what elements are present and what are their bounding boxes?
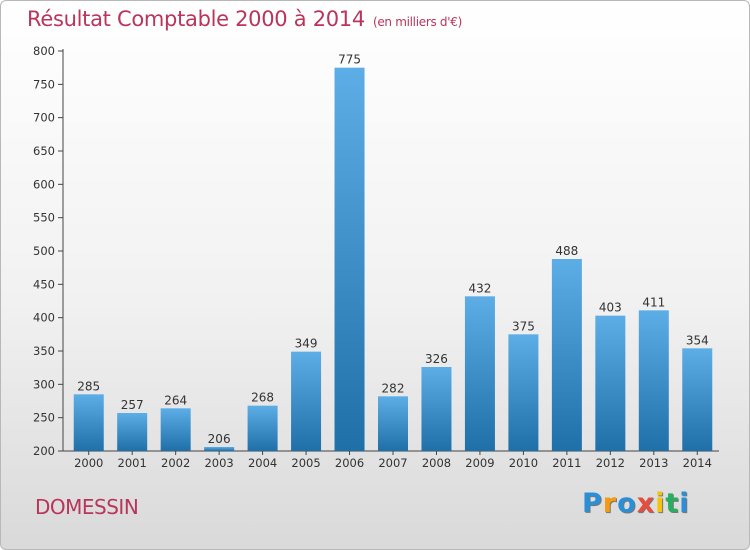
y-tick-label: 650	[33, 144, 55, 158]
y-tick-label: 200	[33, 444, 55, 458]
data-label-2002: 264	[164, 393, 187, 407]
y-tick-label: 700	[33, 111, 55, 125]
data-label-2001: 257	[121, 398, 144, 412]
y-tick-label: 250	[33, 411, 55, 425]
location-name: DOMESSIN	[35, 495, 139, 519]
y-tick-label: 450	[33, 277, 55, 291]
data-label-2008: 326	[425, 352, 448, 366]
bar-2001	[117, 413, 148, 451]
bar-2012	[595, 315, 626, 451]
logo-letter: x	[636, 488, 656, 519]
x-tick-label: 2001	[118, 456, 147, 470]
logo-letter: t	[665, 488, 680, 519]
logo-letter: r	[602, 488, 618, 519]
x-tick-label: 2009	[465, 456, 494, 470]
logo-letter: o	[617, 488, 637, 519]
x-tick-label: 2002	[161, 456, 190, 470]
x-tick-label: 2008	[422, 456, 451, 470]
y-tick-label: 300	[33, 377, 55, 391]
bar-2010	[508, 334, 539, 451]
bar-2008	[421, 367, 452, 451]
bar-2014	[682, 348, 713, 451]
data-label-2003: 206	[208, 432, 231, 446]
bar-2007	[378, 396, 408, 451]
data-label-2012: 403	[599, 301, 622, 315]
data-label-2009: 432	[468, 281, 491, 295]
title-text: Résultat Comptable 2000 à 2014	[27, 7, 365, 31]
bar-2000	[73, 394, 104, 451]
bar-2009	[464, 296, 495, 451]
logo-letter: i	[655, 488, 666, 519]
x-tick-label: 2006	[335, 456, 364, 470]
x-tick-label: 2004	[248, 456, 277, 470]
data-label-2004: 268	[251, 391, 274, 405]
bar-2006	[334, 67, 365, 452]
x-tick-label: 2003	[204, 456, 233, 470]
bar-2003	[204, 447, 235, 451]
x-tick-label: 2014	[683, 456, 712, 470]
x-tick-label: 2012	[596, 456, 625, 470]
logo-letter: P	[582, 488, 603, 519]
y-tick-label: 400	[33, 311, 55, 325]
chart-subtitle: (en milliers d'€)	[372, 15, 462, 29]
bar-2002	[160, 408, 191, 451]
bar-2004	[247, 405, 278, 451]
y-tick-label: 500	[33, 244, 55, 258]
bar-2011	[551, 259, 582, 451]
logo-letter: i	[679, 488, 690, 519]
proxiti-logo: Proxiti	[582, 488, 690, 519]
x-tick-label: 2005	[291, 456, 320, 470]
data-label-2006: 775	[338, 53, 361, 67]
chart-title: Résultat Comptable 2000 à 2014 (en millie…	[27, 7, 462, 31]
data-label-2014: 354	[686, 333, 709, 347]
x-tick-label: 2013	[639, 456, 668, 470]
data-label-2010: 375	[512, 319, 535, 333]
x-tick-label: 2010	[509, 456, 538, 470]
y-tick-label: 750	[33, 77, 55, 91]
y-tick-label: 350	[33, 344, 55, 358]
x-tick-label: 2007	[378, 456, 407, 470]
x-tick-label: 2000	[74, 456, 103, 470]
y-tick-label: 800	[33, 44, 55, 58]
data-label-2005: 349	[295, 337, 318, 351]
bar-2013	[638, 310, 669, 451]
data-label-2000: 285	[77, 379, 100, 393]
data-label-2013: 411	[642, 295, 665, 309]
x-tick-label: 2011	[552, 456, 581, 470]
y-tick-label: 550	[33, 211, 55, 225]
bar-2005	[291, 351, 322, 451]
y-tick-label: 600	[33, 177, 55, 191]
data-label-2007: 282	[382, 381, 405, 395]
data-label-2011: 488	[555, 244, 578, 258]
